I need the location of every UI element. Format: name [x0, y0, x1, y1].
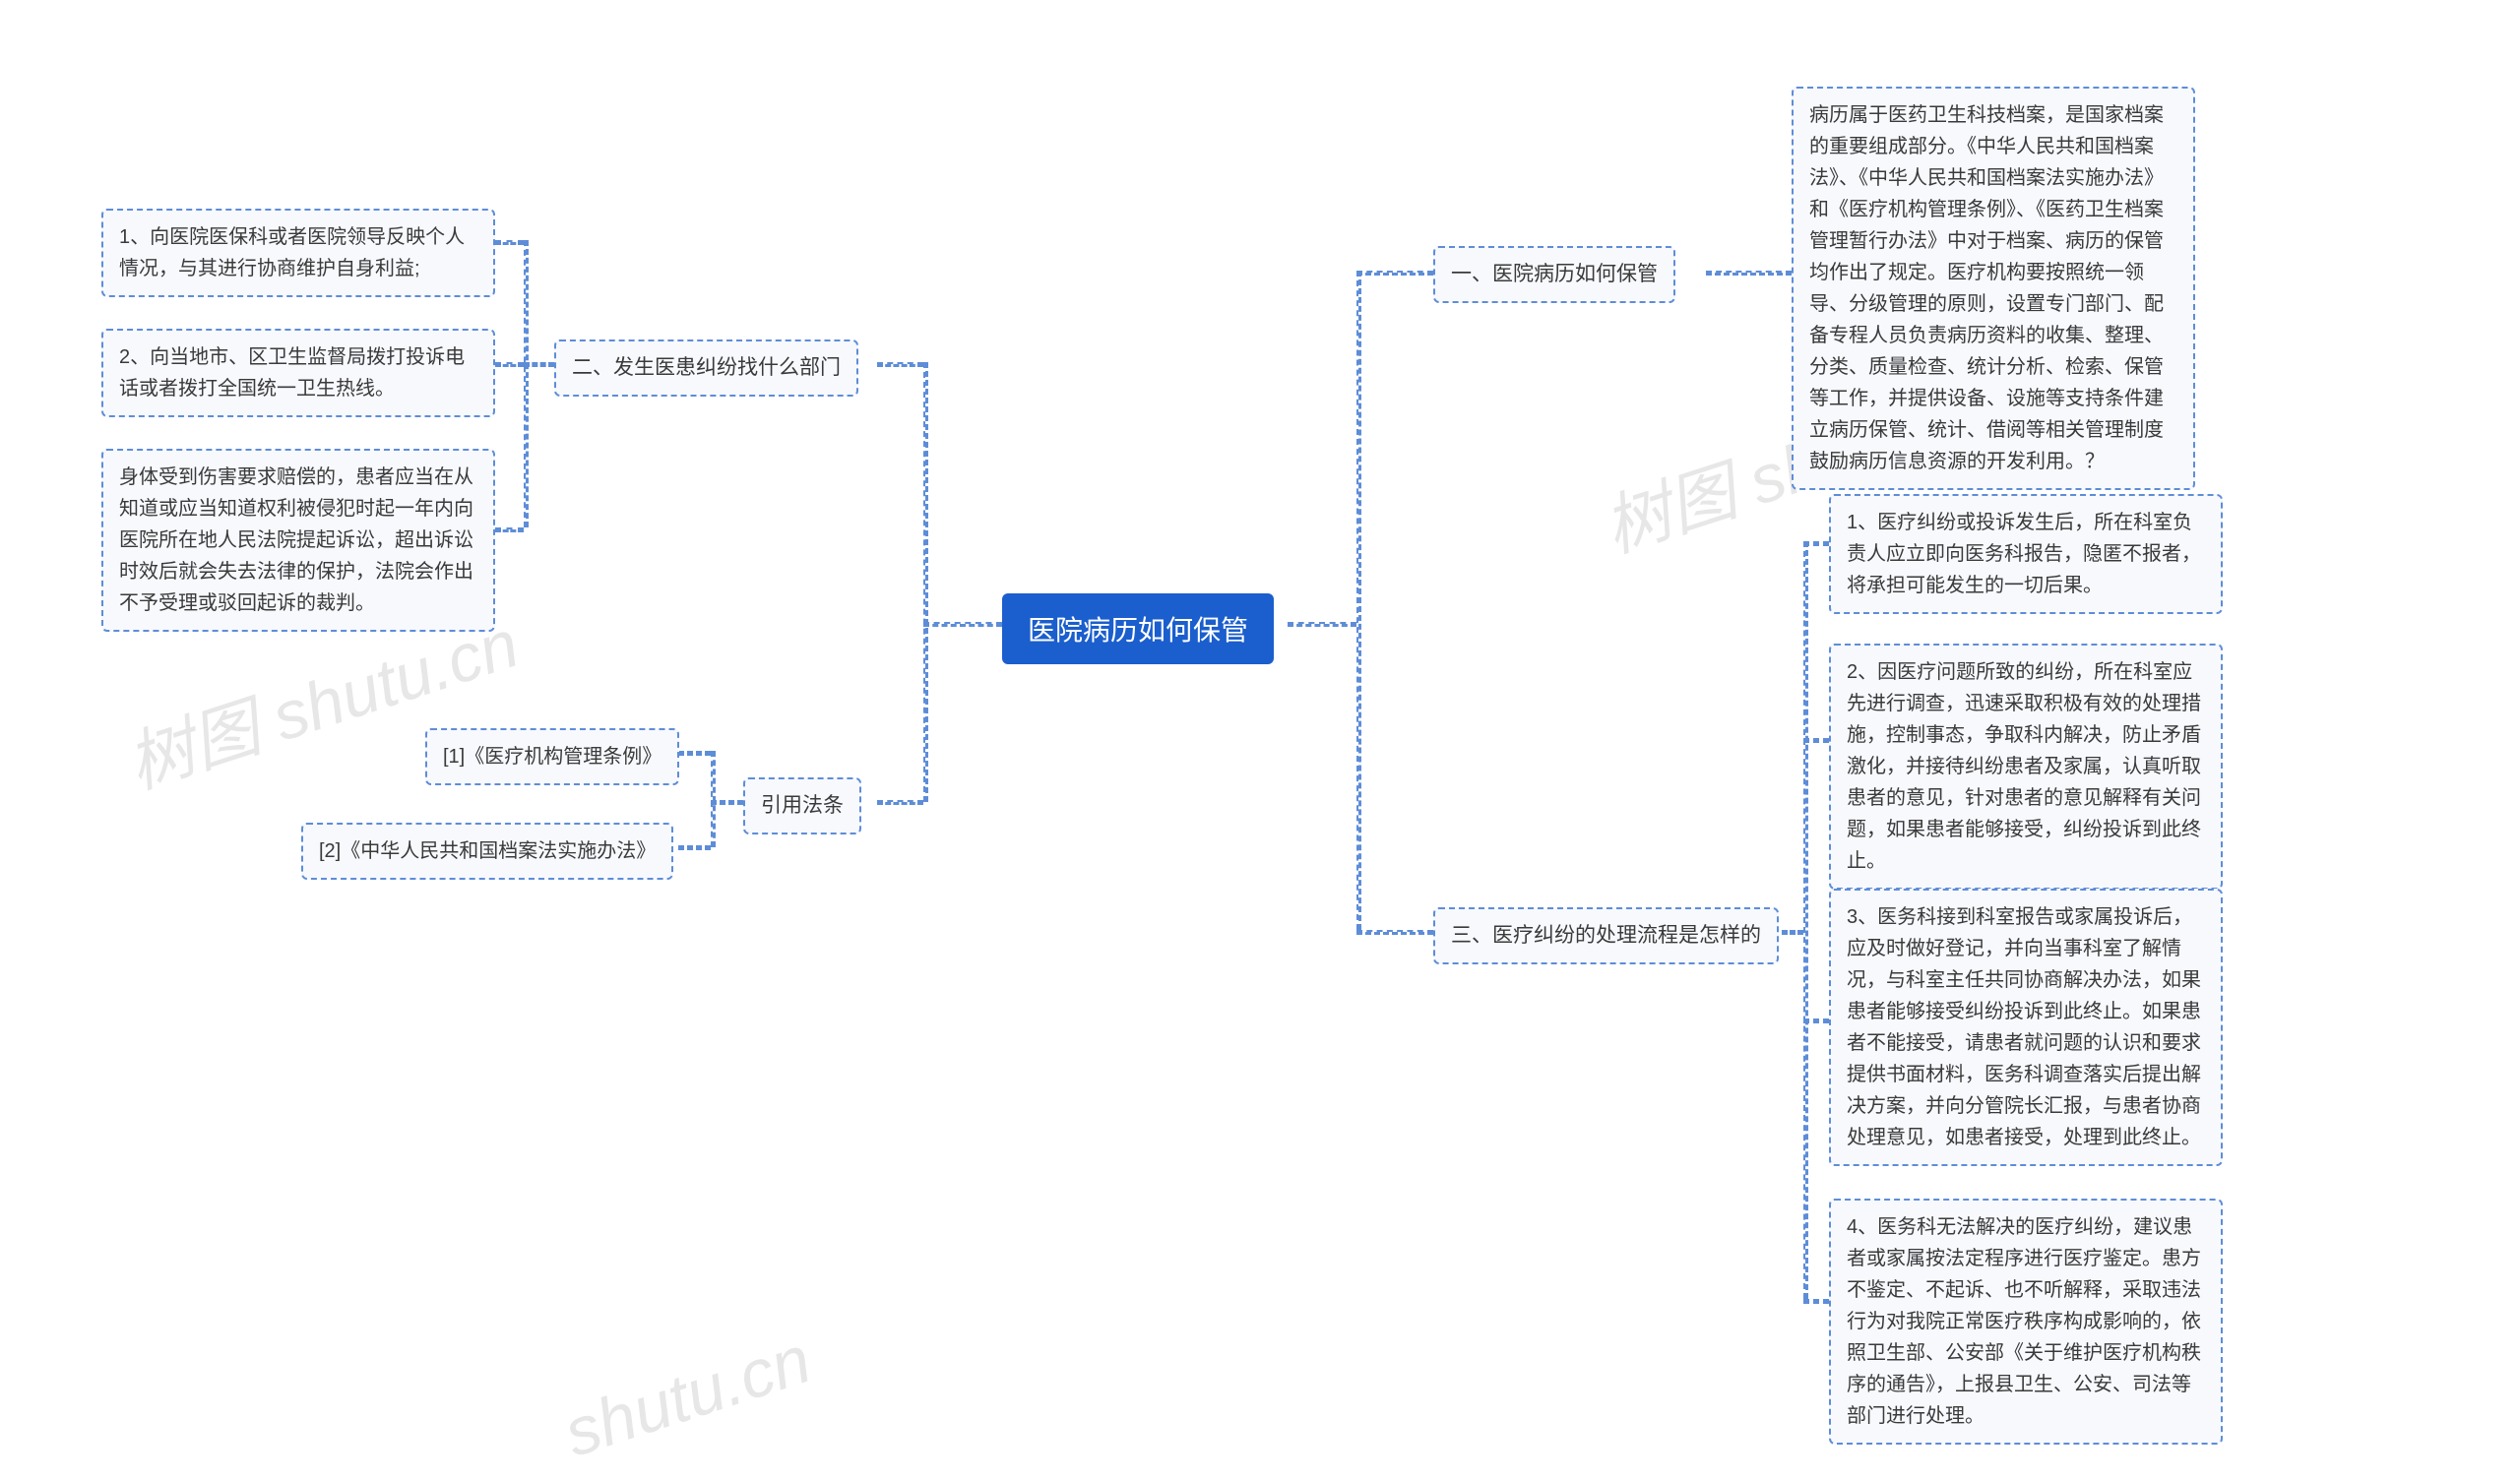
leaf-node[interactable]: 身体受到伤害要求赔偿的，患者应当在从知道或应当知道权利被侵犯时起一年内向医院所在…: [101, 449, 495, 632]
leaf-text: 身体受到伤害要求赔偿的，患者应当在从知道或应当知道权利被侵犯时起一年内向医院所在…: [119, 466, 473, 614]
leaf-text: 病历属于医药卫生科技档案，是国家档案的重要组成部分。《中华人民共和国档案法》、《…: [1809, 104, 2164, 472]
connector: [1356, 271, 1433, 276]
branch-node-3[interactable]: 三、医疗纠纷的处理流程是怎样的: [1433, 907, 1779, 964]
connector: [877, 800, 923, 805]
connector: [678, 845, 711, 850]
connector: [1782, 930, 1803, 935]
leaf-node[interactable]: 2、向当地市、区卫生监督局拨打投诉电话或者拨打全国统一卫生热线。: [101, 329, 495, 417]
connector: [711, 751, 716, 847]
connector: [923, 362, 928, 802]
leaf-text: [1]《医疗机构管理条例》: [443, 746, 662, 768]
connector: [1803, 1299, 1829, 1304]
leaf-node[interactable]: 1、医疗纠纷或投诉发生后，所在科室负责人应立即向医务科报告，隐匿不报者，将承担可…: [1829, 494, 2223, 614]
branch-node-2[interactable]: 二、发生医患纠纷找什么部门: [554, 339, 858, 397]
connector: [495, 362, 524, 367]
branch-label: 二、发生医患纠纷找什么部门: [572, 356, 841, 379]
leaf-text: 2、因医疗问题所致的纠纷，所在科室应先进行调查，迅速采取积极有效的处理措施，控制…: [1847, 661, 2201, 872]
connector: [1356, 930, 1433, 935]
branch-node-1[interactable]: 一、医院病历如何保管: [1433, 246, 1675, 303]
branch-node-4[interactable]: 引用法条: [743, 777, 861, 834]
connector: [1803, 1018, 1829, 1023]
leaf-text: 3、医务科接到科室报告或家属投诉后，应及时做好登记，并向当事科室了解情况，与科室…: [1847, 906, 2201, 1148]
connector: [1803, 541, 1808, 1299]
connector: [1356, 271, 1361, 930]
connector: [495, 527, 524, 532]
leaf-text: 4、医务科无法解决的医疗纠纷，建议患者或家属按法定程序进行医疗鉴定。患方不鉴定、…: [1847, 1216, 2201, 1427]
leaf-node[interactable]: 3、医务科接到科室报告或家属投诉后，应及时做好登记，并向当事科室了解情况，与科室…: [1829, 889, 2223, 1166]
leaf-text: [2]《中华人民共和国档案法实施办法》: [319, 840, 656, 862]
watermark: shutu.cn: [555, 1321, 820, 1472]
leaf-node[interactable]: [1]《医疗机构管理条例》: [425, 728, 679, 785]
branch-label: 三、医疗纠纷的处理流程是怎样的: [1451, 924, 1761, 947]
connector: [923, 622, 1002, 627]
center-node[interactable]: 医院病历如何保管: [1002, 593, 1274, 664]
leaf-node[interactable]: 4、医务科无法解决的医疗纠纷，建议患者或家属按法定程序进行医疗鉴定。患方不鉴定、…: [1829, 1199, 2223, 1445]
branch-label: 引用法条: [761, 794, 844, 817]
center-label: 医院病历如何保管: [1028, 615, 1248, 646]
connector: [1288, 622, 1356, 627]
connector: [524, 240, 529, 527]
leaf-node[interactable]: 病历属于医药卫生科技档案，是国家档案的重要组成部分。《中华人民共和国档案法》、《…: [1792, 87, 2195, 490]
connector: [495, 240, 524, 245]
leaf-node[interactable]: 1、向医院医保科或者医院领导反映个人情况，与其进行协商维护自身利益;: [101, 209, 495, 297]
connector: [877, 362, 923, 367]
connector: [678, 751, 711, 756]
leaf-node[interactable]: [2]《中华人民共和国档案法实施办法》: [301, 823, 673, 880]
leaf-node[interactable]: 2、因医疗问题所致的纠纷，所在科室应先进行调查，迅速采取积极有效的处理措施，控制…: [1829, 644, 2223, 890]
connector: [1706, 271, 1792, 276]
leaf-text: 2、向当地市、区卫生监督局拨打投诉电话或者拨打全国统一卫生热线。: [119, 346, 465, 400]
leaf-text: 1、向医院医保科或者医院领导反映个人情况，与其进行协商维护自身利益;: [119, 226, 465, 279]
branch-label: 一、医院病历如何保管: [1451, 263, 1658, 285]
connector: [1803, 738, 1829, 743]
connector: [1803, 541, 1829, 546]
leaf-text: 1、医疗纠纷或投诉发生后，所在科室负责人应立即向医务科报告，隐匿不报者，将承担可…: [1847, 512, 2201, 596]
